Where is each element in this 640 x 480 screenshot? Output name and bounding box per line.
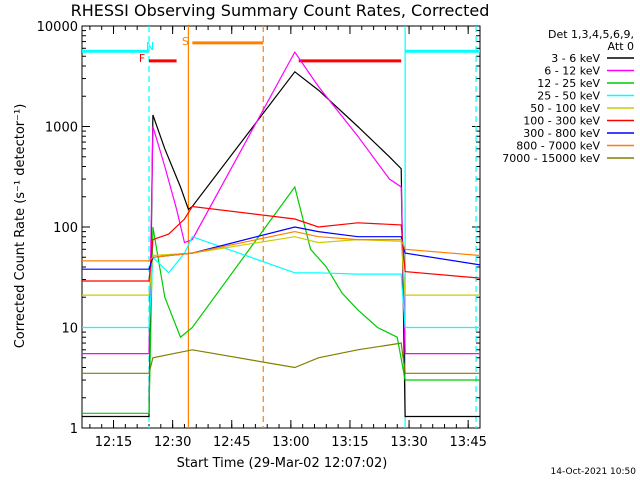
y-axis-label: Corrected Count Rate (s⁻¹ detector⁻¹) [13,104,28,349]
legend-header: Att 0 [608,40,634,53]
series-line [82,70,480,418]
y-tick-label: 100 [53,221,78,236]
legend-label: 800 - 7000 keV [516,140,600,153]
series-line [82,235,480,329]
state-annotations: NF S [139,35,189,65]
state-annotation: S [182,35,189,48]
legend-label: 3 - 6 keV [551,52,600,65]
legend-label: 25 - 50 keV [537,90,600,103]
x-tick-label: 13:45 [449,435,486,450]
plot-frame [81,25,481,429]
legend-label: 7000 - 15000 keV [502,152,600,165]
x-tick-label: 13:00 [272,435,309,450]
series-line [82,50,480,355]
series-line [82,205,481,282]
series-line [82,226,481,270]
y-tick-label: 1000 [45,121,78,136]
series-line [82,230,481,262]
series-line [82,236,480,296]
y-tick-label: 1 [70,422,78,437]
series-line [82,342,480,374]
state-bars [82,41,480,63]
x-axis: 12:15 12:30 12:45 13:00 13:15 13:30 13:45 [89,26,487,450]
series-group [82,50,481,418]
x-tick-label: 12:15 [95,435,132,450]
legend-label: 50 - 100 keV [530,102,600,115]
legend-label: 100 - 300 keV [523,115,600,128]
y-axis: 1 10 100 1000 10000 [37,20,480,437]
state-annotation: F [139,52,145,65]
x-tick-label: 13:15 [331,435,368,450]
state-annotation: N [146,40,154,53]
x-axis-label: Start Time (29-Mar-02 12:07:02) [177,456,388,471]
y-tick-label: 10 [61,322,78,337]
y-tick-label: 10000 [37,20,78,35]
legend-header: Det 1,3,4,5,6,9, [548,28,634,41]
x-tick-label: 12:45 [213,435,250,450]
series-line [82,185,480,414]
x-tick-label: 12:30 [154,435,191,450]
legend-label: 6 - 12 keV [544,65,600,78]
legend-label: 300 - 800 keV [523,127,600,140]
footer-date: 14-Oct-2021 10:50 [551,467,637,477]
chart-title: RHESSI Observing Summary Count Rates, Co… [71,1,490,20]
x-tick-label: 13:30 [390,435,427,450]
attenuator-lines [148,26,477,428]
legend-label: 12 - 25 keV [537,77,600,90]
